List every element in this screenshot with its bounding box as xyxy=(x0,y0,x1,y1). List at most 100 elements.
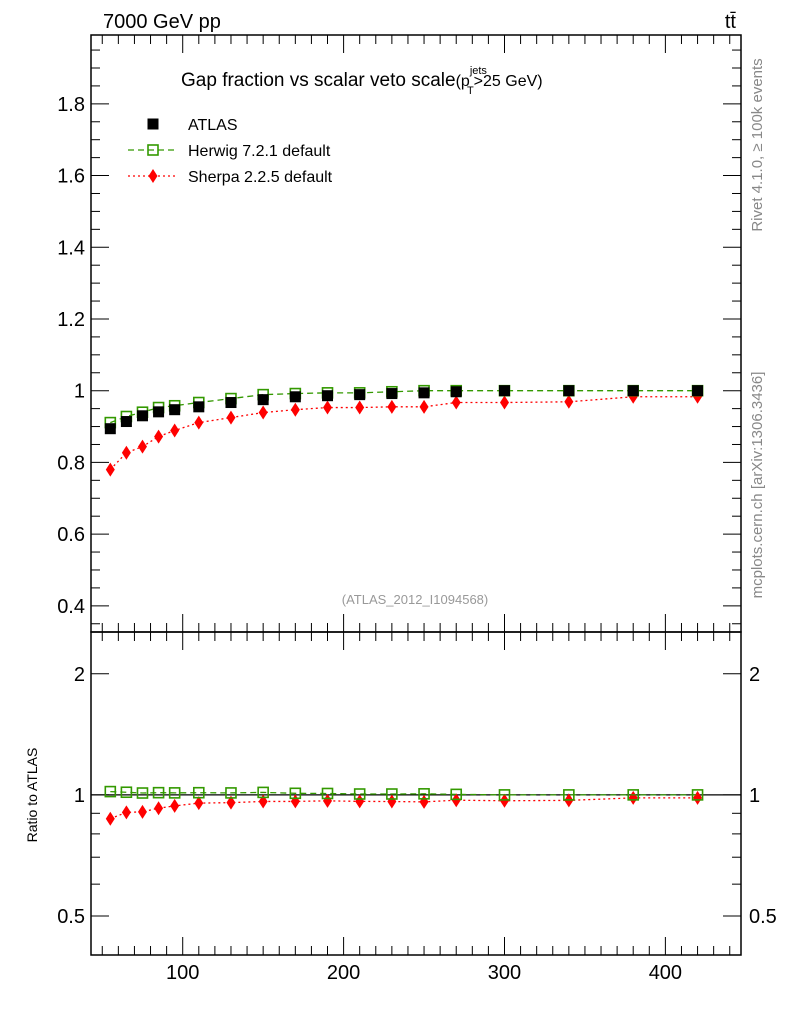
sherpa-point xyxy=(154,801,164,816)
sherpa-point xyxy=(137,439,147,454)
sherpa-point xyxy=(290,794,300,809)
herwig-point xyxy=(386,788,398,800)
legend: ATLAS Herwig 7.2.1 default Sherpa 2.2.5 de… xyxy=(128,117,333,186)
herwig-point xyxy=(104,785,117,798)
sherpa-point xyxy=(628,790,638,805)
x-tick-label: 300 xyxy=(488,962,521,984)
sherpa-point xyxy=(355,400,365,415)
herwig-point xyxy=(257,786,269,799)
y-tick-label: 1 xyxy=(74,381,85,403)
atlas-point xyxy=(386,388,398,400)
herwig-point xyxy=(498,789,511,801)
herwig-point xyxy=(120,786,133,799)
atlas-point xyxy=(225,397,237,409)
atlas-point xyxy=(136,410,148,422)
energy-label: 7000 GeV pp xyxy=(103,11,221,33)
ratio-series-line xyxy=(110,790,698,796)
sherpa-point xyxy=(290,402,300,417)
atlas-point xyxy=(450,386,462,398)
sherpa-point xyxy=(355,794,365,809)
sherpa-point xyxy=(323,793,333,808)
sherpa-point xyxy=(419,399,429,414)
herwig-point xyxy=(353,788,366,800)
legend-label: Herwig 7.2.1 default xyxy=(188,143,331,160)
herwig-point xyxy=(147,144,159,156)
atlas-point xyxy=(627,385,639,397)
sherpa-point xyxy=(226,795,236,810)
sherpa-point xyxy=(137,804,147,819)
atlas-point xyxy=(257,394,269,406)
atlas-point xyxy=(104,423,116,435)
y-tick-label: 1.8 xyxy=(57,94,85,116)
sherpa-point xyxy=(121,445,131,460)
analysis-watermark: (ATLAS_2012_I1094568) xyxy=(342,592,488,607)
sherpa-point xyxy=(121,805,131,820)
legend-label: ATLAS xyxy=(188,117,238,134)
sherpa-point xyxy=(499,395,509,410)
herwig-point xyxy=(192,786,205,799)
ratio-y-tick-label: 1 xyxy=(749,785,760,807)
atlas-point xyxy=(354,389,366,401)
ratio-y-tick-label: 1 xyxy=(74,785,85,807)
rivet-label: Rivet 4.1.0, ≥ 100k events xyxy=(749,58,766,231)
sherpa-point xyxy=(693,790,703,805)
atlas-point xyxy=(289,391,301,403)
sherpa-point xyxy=(419,794,429,809)
sherpa-point xyxy=(499,793,509,808)
atlas-point xyxy=(692,385,704,397)
atlas-point xyxy=(193,401,205,413)
sherpa-point xyxy=(105,811,115,826)
herwig-point xyxy=(168,787,181,799)
sherpa-point xyxy=(387,399,397,414)
y-tick-label: 0.4 xyxy=(57,596,85,618)
sherpa-point xyxy=(194,415,204,430)
chart-title: Gap fraction vs scalar veto scale(pjets T… xyxy=(181,65,543,97)
herwig-point xyxy=(152,786,165,799)
atlas-point xyxy=(169,404,181,416)
atlas-point xyxy=(498,385,510,397)
atlas-point xyxy=(153,406,165,418)
sherpa-point xyxy=(451,793,461,808)
ratio-y-tick-label: 2 xyxy=(74,664,85,686)
sherpa-point xyxy=(105,462,115,477)
herwig-point xyxy=(225,787,237,799)
x-tick-label: 400 xyxy=(649,962,682,984)
herwig-point xyxy=(691,789,704,801)
herwig-point xyxy=(450,788,463,801)
herwig-point xyxy=(563,789,575,801)
sherpa-point xyxy=(387,794,397,809)
atlas-point xyxy=(147,118,159,130)
sherpa-point xyxy=(154,429,164,444)
ratio-y-tick-label: 0.5 xyxy=(57,906,85,928)
atlas-point xyxy=(418,387,430,399)
herwig-point xyxy=(136,787,149,799)
sherpa-point xyxy=(194,796,204,811)
herwig-point xyxy=(418,788,430,800)
y-tick-label: 0.6 xyxy=(57,524,85,546)
ratio-y-tick-label: 0.5 xyxy=(749,906,777,928)
atlas-point xyxy=(120,416,132,428)
x-tick-label: 200 xyxy=(327,962,360,984)
ratio-y-tick-label: 2 xyxy=(749,664,760,686)
herwig-point xyxy=(321,787,334,800)
sherpa-point xyxy=(258,794,268,809)
ratio-series-line xyxy=(110,797,698,820)
sherpa-point xyxy=(564,394,574,409)
atlas-point xyxy=(322,390,334,402)
sherpa-point xyxy=(226,410,236,425)
sherpa-point xyxy=(451,395,461,410)
sherpa-point xyxy=(170,423,180,438)
sherpa-point xyxy=(323,400,333,415)
atlas-point xyxy=(563,385,575,397)
y-tick-label: 1.6 xyxy=(57,166,85,188)
legend-label: Sherpa 2.2.5 default xyxy=(188,169,333,186)
sherpa-point xyxy=(258,405,268,420)
series-line xyxy=(110,390,698,424)
herwig-point xyxy=(289,787,302,800)
y-tick-label: 0.8 xyxy=(57,452,85,474)
process-label: tt̄ xyxy=(725,11,737,33)
herwig-point xyxy=(627,789,640,801)
ratio-frame xyxy=(90,631,742,956)
y-tick-label: 1.4 xyxy=(57,237,85,259)
